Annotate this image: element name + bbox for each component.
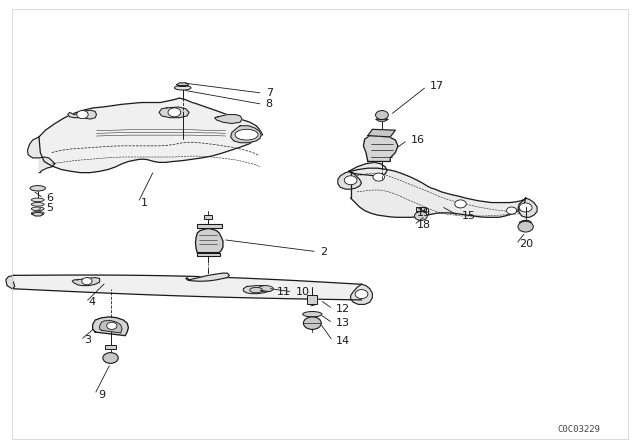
Text: 13: 13	[336, 318, 350, 328]
Circle shape	[77, 111, 88, 119]
Polygon shape	[32, 212, 44, 216]
Polygon shape	[364, 136, 398, 161]
Polygon shape	[214, 115, 242, 124]
Polygon shape	[186, 273, 229, 281]
Polygon shape	[351, 284, 372, 304]
Circle shape	[506, 207, 516, 214]
Circle shape	[344, 176, 357, 185]
Polygon shape	[338, 171, 362, 189]
Text: 10: 10	[296, 287, 310, 297]
Polygon shape	[368, 129, 396, 137]
Circle shape	[355, 290, 368, 298]
Polygon shape	[195, 228, 223, 253]
Text: 17: 17	[430, 82, 444, 91]
Ellipse shape	[31, 202, 44, 206]
Text: 12: 12	[336, 304, 350, 314]
Text: 19: 19	[417, 208, 431, 218]
Text: 18: 18	[417, 220, 431, 230]
Ellipse shape	[31, 211, 44, 215]
Ellipse shape	[31, 207, 44, 211]
Polygon shape	[159, 107, 189, 118]
Ellipse shape	[303, 311, 322, 317]
Text: 5: 5	[47, 203, 54, 213]
Ellipse shape	[174, 86, 191, 90]
Ellipse shape	[30, 185, 45, 191]
Polygon shape	[349, 162, 387, 176]
Polygon shape	[351, 168, 525, 217]
Circle shape	[415, 211, 428, 220]
Text: 14: 14	[336, 336, 350, 346]
Polygon shape	[68, 110, 97, 119]
Polygon shape	[177, 83, 188, 86]
Polygon shape	[376, 118, 388, 121]
Ellipse shape	[235, 129, 258, 140]
Circle shape	[168, 108, 180, 117]
Bar	[197, 224, 221, 228]
Bar	[106, 345, 116, 349]
Text: 9: 9	[98, 390, 105, 400]
Text: 4: 4	[89, 297, 96, 307]
Polygon shape	[6, 276, 15, 289]
Bar	[416, 207, 426, 211]
Text: 15: 15	[462, 211, 476, 221]
Polygon shape	[230, 126, 261, 143]
Text: 11: 11	[276, 287, 291, 297]
Text: 16: 16	[411, 135, 425, 145]
Circle shape	[373, 173, 385, 181]
Circle shape	[303, 317, 321, 329]
Text: C0C03229: C0C03229	[557, 425, 600, 434]
Circle shape	[107, 322, 117, 329]
Polygon shape	[28, 137, 55, 172]
Bar	[307, 295, 317, 304]
Circle shape	[376, 111, 388, 120]
Text: 3: 3	[84, 335, 91, 345]
Ellipse shape	[258, 286, 273, 292]
Polygon shape	[520, 220, 531, 224]
Text: 8: 8	[266, 99, 273, 109]
Bar	[197, 253, 220, 256]
Ellipse shape	[31, 198, 44, 202]
Polygon shape	[518, 198, 537, 217]
Circle shape	[519, 203, 532, 212]
Circle shape	[518, 221, 533, 232]
Circle shape	[82, 278, 92, 285]
Polygon shape	[243, 286, 270, 294]
Polygon shape	[72, 278, 100, 286]
Ellipse shape	[250, 288, 262, 293]
Text: 6: 6	[47, 193, 54, 203]
Text: 7: 7	[266, 88, 273, 98]
Polygon shape	[93, 317, 129, 336]
Text: 20: 20	[519, 239, 533, 249]
Polygon shape	[100, 320, 122, 333]
Polygon shape	[13, 275, 362, 300]
Circle shape	[103, 353, 118, 363]
Text: 2: 2	[320, 247, 327, 257]
Text: 1: 1	[141, 198, 148, 207]
Polygon shape	[39, 98, 262, 172]
Circle shape	[455, 200, 467, 208]
Bar	[204, 215, 212, 219]
